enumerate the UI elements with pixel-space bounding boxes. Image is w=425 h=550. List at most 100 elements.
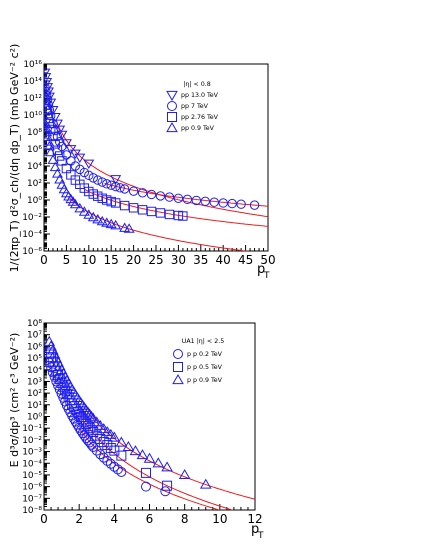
data-point [161, 461, 173, 472]
data-point [146, 206, 157, 217]
data-point [90, 416, 103, 427]
data-points [44, 335, 212, 497]
data-point [155, 208, 166, 218]
data-point [115, 183, 125, 193]
data-point [83, 159, 95, 170]
x-tick-label: 4 [111, 512, 119, 526]
data-points [44, 68, 260, 233]
y-tick-label: 10⁻⁴ [22, 230, 42, 240]
x-tick-label: 6 [146, 512, 154, 526]
data-point [54, 125, 66, 136]
x-tick-label: 2 [75, 512, 83, 526]
data-point [68, 386, 80, 397]
data-point [44, 126, 53, 137]
y-tick-label: 10⁻² [22, 436, 42, 446]
data-point [178, 468, 191, 480]
y-tick-label: 10⁻⁴ [22, 459, 42, 469]
data-point [93, 175, 103, 185]
x-tick-label: 0 [40, 512, 48, 526]
legend-title: |η| < 0.8 [183, 81, 211, 88]
y-tick-label: 10² [27, 179, 42, 189]
data-point [115, 436, 128, 447]
y-tick-label: 10⁻² [22, 213, 42, 223]
data-point [152, 457, 165, 468]
legend-marker [173, 362, 183, 372]
y-tick-label: 10¹ [27, 401, 42, 411]
data-point [129, 445, 142, 456]
y-tick-label: 10¹⁰ [23, 111, 42, 121]
data-point [91, 430, 102, 441]
data-point [128, 203, 139, 213]
data-point [44, 73, 52, 83]
legend-label: p p 0.2 TeV [187, 351, 223, 358]
data-point [110, 175, 122, 185]
data-point [108, 431, 121, 442]
x-axis-label: p [251, 522, 259, 537]
data-point [45, 98, 57, 109]
data-point [86, 439, 97, 450]
data-point [209, 197, 219, 207]
fit-curve [78, 413, 234, 510]
data-point [63, 190, 75, 201]
data-point [137, 205, 148, 215]
x-axis-label-sub: T [263, 271, 270, 281]
data-point [84, 423, 95, 434]
data-point [52, 145, 63, 156]
data-point [48, 131, 58, 142]
data-point [69, 198, 81, 209]
legend-marker [172, 374, 184, 385]
data-point [45, 146, 57, 157]
data-point [45, 340, 57, 351]
data-point [46, 344, 59, 355]
y-tick-label: 10⁵ [27, 354, 42, 364]
data-point [146, 189, 157, 200]
data-point [164, 192, 175, 202]
data-point [96, 215, 108, 226]
data-point [137, 188, 148, 198]
y-tick-label: 10⁻⁶ [22, 483, 42, 493]
data-point [128, 186, 139, 196]
data-point [57, 156, 67, 166]
x-tick-label: 50 [260, 253, 275, 267]
data-point [116, 450, 127, 461]
data-point [101, 217, 113, 227]
data-point [51, 168, 63, 178]
data-point [178, 211, 188, 221]
legend-label: pp 13.0 TeV [181, 92, 219, 99]
data-point [105, 458, 116, 469]
y-tick-label: 10¹⁴ [23, 77, 42, 87]
legend-marker [166, 90, 178, 101]
data-point [140, 467, 151, 478]
data-point [44, 113, 54, 124]
data-point [44, 108, 53, 119]
data-point [44, 90, 52, 101]
x-tick-label: 30 [171, 253, 186, 267]
data-point [95, 449, 106, 460]
data-point [160, 486, 171, 497]
data-point [116, 466, 127, 477]
data-point [44, 122, 52, 132]
data-point [136, 449, 149, 460]
y-tick-label: 10⁰ [27, 196, 42, 206]
bottom-chart: 0 2 4 6 8 10 12 10⁻⁸ 10⁻⁷10⁻⁶ 10⁻⁵ 10⁻⁴10⁻³ 10⁻² 10⁻… [8, 319, 264, 541]
legend-label: pp 0.9 TeV [181, 125, 215, 132]
x-tick-label: 5 [63, 253, 71, 267]
data-point [109, 461, 120, 472]
x-tick-label: 45 [238, 253, 253, 267]
y-tick-label: 10¹⁶ [23, 60, 42, 70]
legend-marker [166, 122, 178, 133]
legend-marker [167, 112, 177, 122]
legend-title: UA1 |η| < 2.5 [182, 338, 224, 345]
data-point [84, 170, 94, 181]
y-tick-label: 10⁻⁵ [22, 471, 42, 481]
x-tick-label: 12 [247, 512, 262, 526]
y-tick-label: 10⁻⁶ [22, 247, 42, 257]
x-axis-label-sub: T [257, 531, 264, 541]
data-point [87, 211, 99, 222]
data-point [105, 218, 117, 229]
data-point [63, 392, 74, 403]
data-point [105, 443, 116, 454]
data-point [110, 181, 121, 192]
data-point [164, 209, 175, 220]
